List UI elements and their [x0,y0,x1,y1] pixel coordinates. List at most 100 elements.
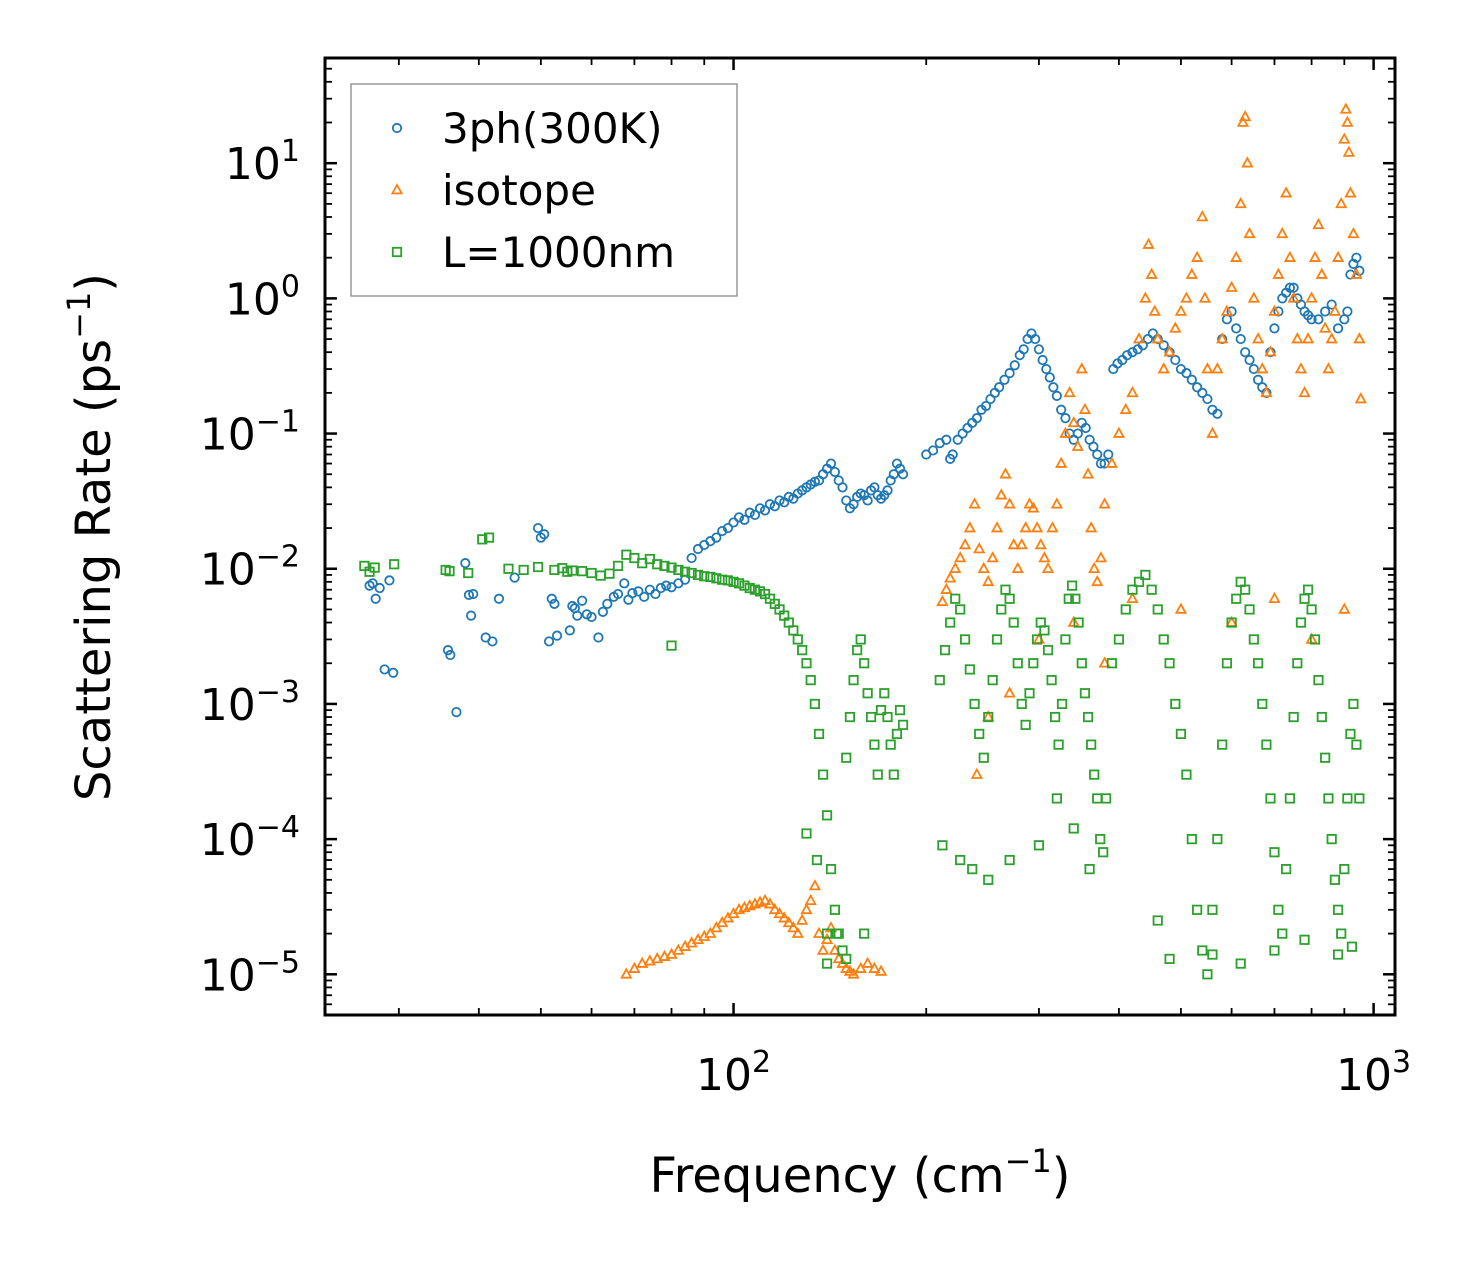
data-point [1095,458,1107,469]
data-point [778,911,791,923]
data-point [1033,840,1045,851]
data-point [370,593,381,604]
data-point [817,769,829,780]
data-point [1328,304,1342,316]
data-point [1164,658,1175,669]
data-point [987,675,998,686]
data-point [1306,604,1317,615]
data-point [821,928,833,939]
data-point [1207,904,1218,915]
data-point [739,514,750,525]
data-point [986,551,999,563]
data-point [1202,969,1213,980]
data-point [1351,739,1362,750]
data-point [955,604,966,615]
data-point [651,951,664,964]
data-point [652,559,663,570]
data-point [1323,793,1334,804]
data-point [1003,686,1016,698]
data-point [655,582,666,594]
data-point [891,458,903,469]
data-point [1342,306,1353,317]
data-point [1332,949,1344,960]
data-point [1132,332,1146,344]
data-point [759,505,771,516]
data-point [1201,362,1214,374]
data-point [1048,382,1059,393]
data-point [1164,953,1175,965]
data-point [970,767,984,779]
data-point [1086,739,1097,750]
data-point [952,434,963,445]
data-point [1329,874,1340,885]
data-point [1044,372,1055,383]
data-point [897,719,909,730]
data-point [643,954,656,966]
data-point [1163,345,1176,357]
data-point [744,582,755,594]
data-point [1316,711,1327,723]
data-point [549,598,560,609]
data-point [1051,390,1062,401]
data-point [1268,591,1281,604]
data-point [805,675,816,686]
data-point [1253,658,1264,669]
data-point [1080,422,1091,434]
legend-marker-triangle [390,183,404,195]
data-point [1295,617,1307,628]
data-point [1041,363,1052,375]
data-point [844,711,856,723]
data-point [1007,538,1020,550]
data-point [1351,252,1362,263]
data-point [1239,109,1252,122]
data-point [1098,497,1111,509]
data-point [872,769,883,780]
data-point [1318,321,1332,333]
legend-label: 3ph(300K) [442,104,662,153]
data-point [945,617,956,628]
data-point [546,593,557,604]
data-point [801,828,812,839]
data-point [1004,854,1015,866]
data-point [686,552,697,564]
y-tick-label: 10−3 [200,675,300,731]
data-point [1243,226,1256,239]
data-point [711,532,722,543]
data-point [733,578,745,589]
data-point [1240,347,1251,358]
data-point [855,634,866,645]
data-point [658,949,671,961]
data-point [831,928,842,939]
data-point [1217,739,1228,750]
data-point [941,434,952,445]
data-point [1175,728,1187,740]
data-point [1042,645,1054,656]
data-point [1336,928,1347,939]
data-point [444,566,455,577]
data-point [445,649,456,661]
data-point [627,588,638,599]
data-point [1198,291,1212,303]
data-point [1112,426,1126,438]
data-point [982,574,995,587]
data-point [999,374,1010,385]
data-point [532,561,544,573]
y-axis-label: Scattering Rate (ps−1) [60,273,122,801]
data-point [1338,132,1351,144]
data-point [1264,345,1277,357]
data-point [1342,793,1353,804]
data-point [604,568,615,579]
data-point [1122,350,1133,361]
y-axis-label-main: Scattering Rate (ps [66,339,122,801]
data-point [801,658,812,669]
data-point [1037,354,1048,366]
data-point [539,529,550,540]
data-point [1071,439,1084,451]
data-point [1342,145,1356,157]
data-point [1089,769,1100,780]
data-point [787,921,800,933]
data-point [1248,363,1259,375]
y-tick-label: 10−1 [200,405,300,461]
data-point [934,675,945,686]
data-point [1103,449,1114,460]
